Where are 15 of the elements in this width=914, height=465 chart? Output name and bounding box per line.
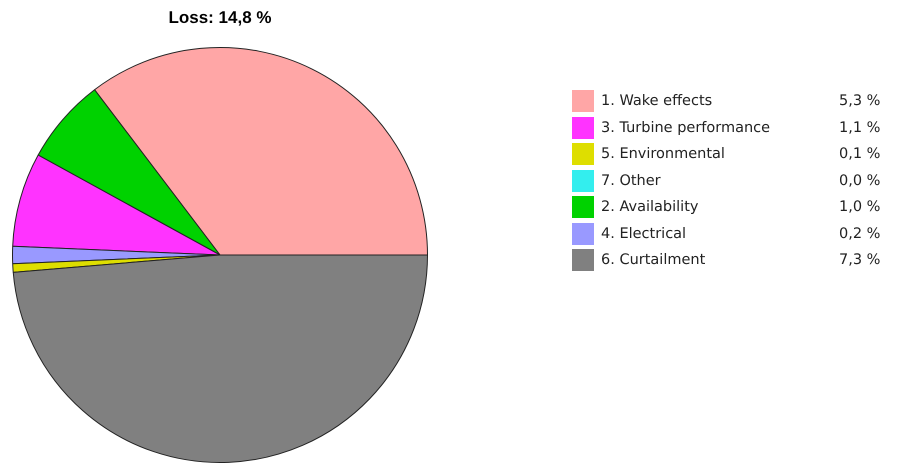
legend-label: 2. Availability [601,199,700,216]
legend-label: 7. Other [601,172,662,189]
legend-label: 1. Wake effects [601,93,714,110]
data-label: 1,1 % [839,120,880,136]
data-label: 7,3 % [839,252,880,268]
legend-label: 3. Turbine performance [601,120,772,136]
legend-label: 6. Curtailment [601,252,706,268]
data-label: 5,3 % [839,93,880,110]
data-label: 1,0 % [839,199,880,216]
text: 0,0 % [839,172,880,189]
data-label: 0,2 % [839,226,880,242]
data-label: 0,1 % [839,146,880,162]
legend-label: 5. Environmental [601,146,726,162]
legend-label: 4. Electrical [601,226,688,242]
chart-title: Loss: 14,8 % [168,8,272,28]
